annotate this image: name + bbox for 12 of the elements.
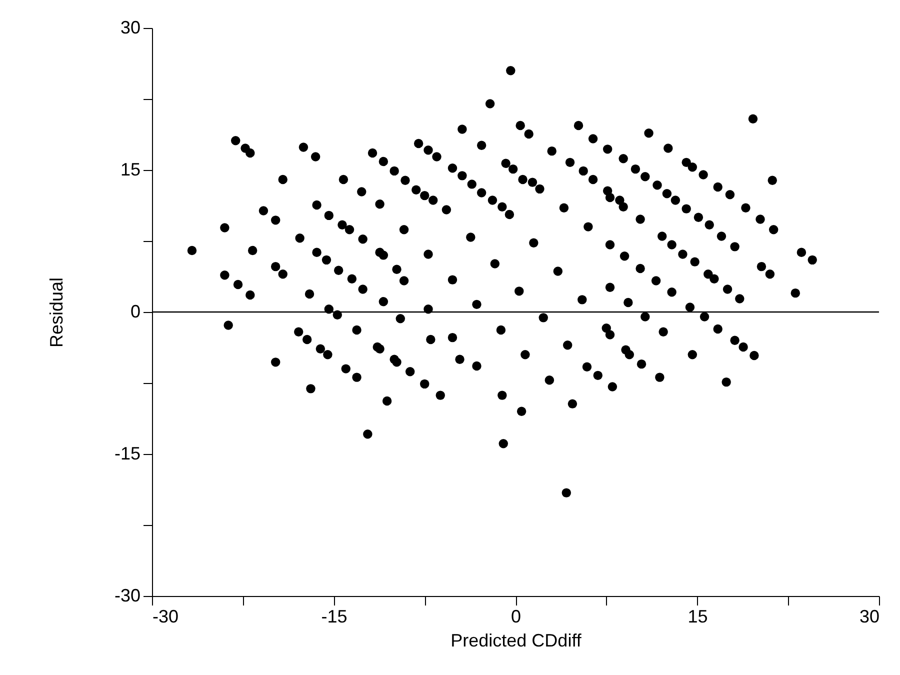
- x-tick-label: -30: [152, 606, 179, 626]
- x-axis-title: Predicted CDdiff: [450, 630, 582, 650]
- x-tick-label: 30: [859, 606, 880, 626]
- y-tick-label: -15: [114, 444, 140, 464]
- y-axis-title: Residual: [46, 277, 66, 348]
- x-tick-label: 15: [688, 606, 708, 626]
- y-tick-label: 30: [120, 18, 140, 38]
- y-tick-label: 0: [130, 302, 140, 322]
- x-tick-label: -15: [321, 606, 348, 626]
- y-tick-label: 15: [120, 160, 140, 180]
- x-tick-label: 0: [510, 606, 522, 626]
- y-tick-label: -30: [114, 586, 140, 606]
